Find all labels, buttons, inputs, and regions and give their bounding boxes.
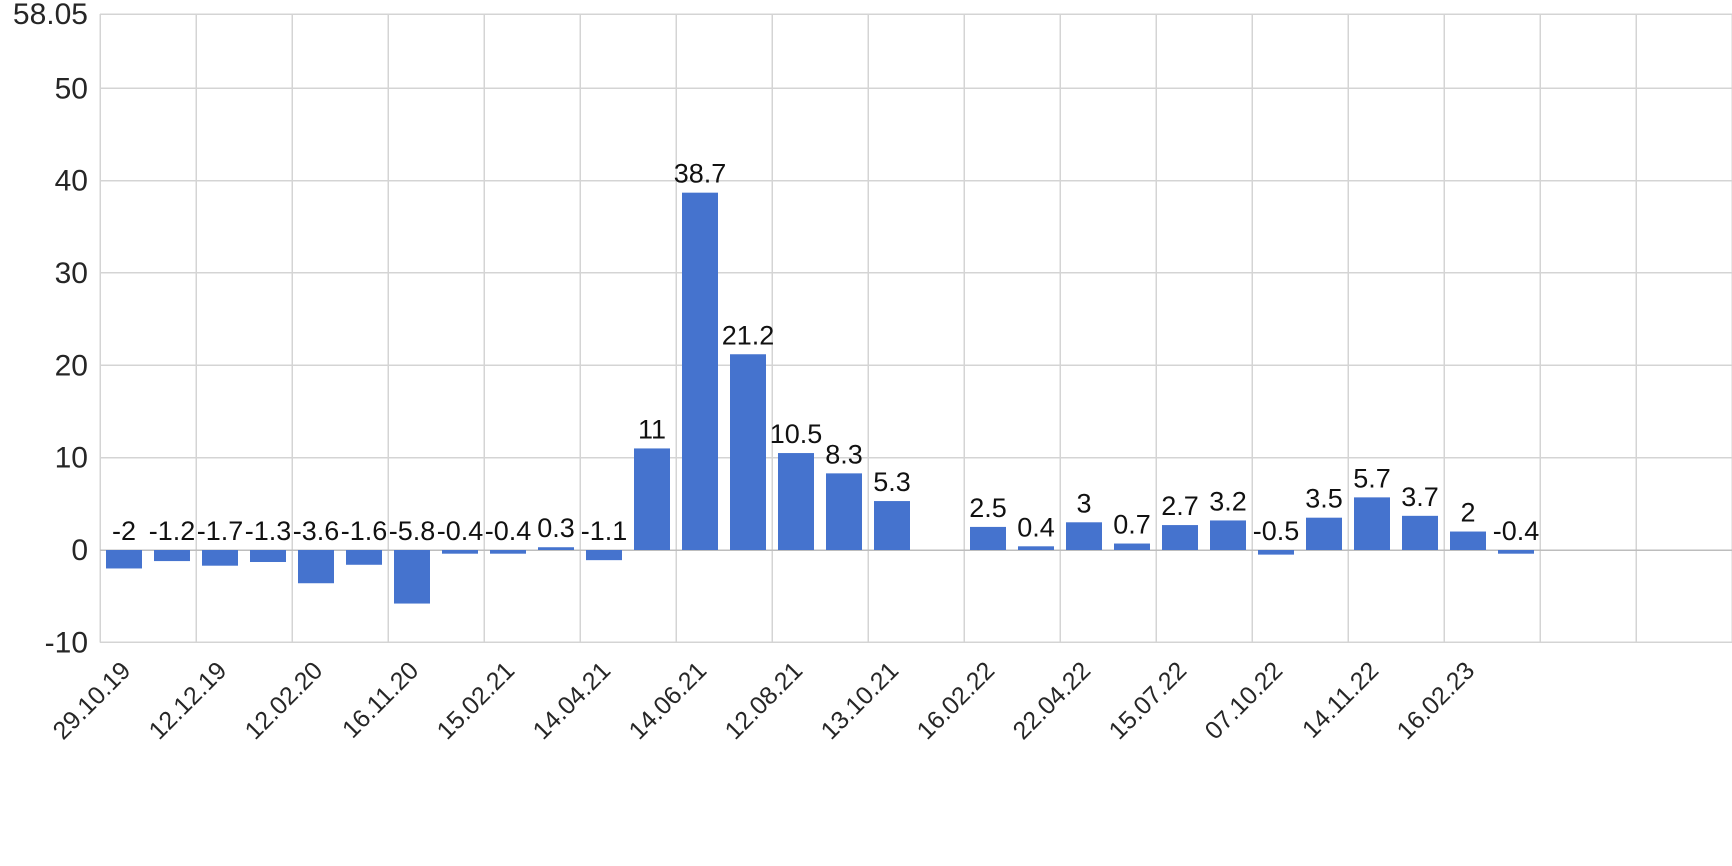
bar-value-label: 0.3 <box>537 513 575 543</box>
bar <box>1498 550 1534 554</box>
bar <box>586 550 622 561</box>
y-axis-tick-label: 50 <box>55 72 88 105</box>
bar <box>1450 531 1486 550</box>
bar <box>682 192 718 550</box>
y-axis-tick-label: 0 <box>71 534 88 567</box>
bar-value-label: 5.3 <box>873 467 911 497</box>
bar <box>346 550 382 565</box>
x-axis-tick-label: 29.10.19 <box>48 656 137 745</box>
bar-value-label: -0.4 <box>437 516 484 546</box>
bar-value-label: -3.6 <box>293 516 340 546</box>
bar-value-label: 2 <box>1460 498 1475 528</box>
bar <box>970 526 1006 550</box>
bar <box>730 354 766 550</box>
bar-value-label: -1.7 <box>197 516 244 546</box>
bar <box>154 550 190 562</box>
x-axis-tick-label: 12.02.20 <box>240 656 329 745</box>
bar <box>298 550 334 584</box>
x-axis-tick-label: 14.06.21 <box>624 656 713 745</box>
bar <box>106 550 142 569</box>
bar-value-label: 38.7 <box>674 159 727 189</box>
x-axis-tick-label: 16.02.23 <box>1392 656 1481 745</box>
bar-value-label: 10.5 <box>770 419 823 449</box>
x-axis-tick-label: 14.11.22 <box>1297 656 1384 743</box>
y-axis-tick-label: 10 <box>55 442 88 475</box>
bar <box>250 550 286 563</box>
y-axis-tick-label: -10 <box>45 626 88 659</box>
bar-value-label: -1.1 <box>581 516 628 546</box>
x-axis-tick-label: 12.12.19 <box>144 656 233 745</box>
bar <box>202 550 238 566</box>
bar <box>1210 520 1246 550</box>
bar-value-label: -0.5 <box>1253 516 1300 546</box>
bar-value-label: -0.4 <box>1493 516 1540 546</box>
bar-value-label: 3.2 <box>1209 486 1247 516</box>
bar <box>1066 522 1102 550</box>
bar <box>538 547 574 550</box>
bar-value-label: 0.4 <box>1017 512 1055 542</box>
bar <box>634 448 670 550</box>
bar-value-label: -0.4 <box>485 516 532 546</box>
y-axis-tick-label: 58.05 <box>13 0 88 31</box>
bar-value-label: 5.7 <box>1353 463 1391 493</box>
bar-value-label: 3.7 <box>1401 482 1439 512</box>
bar-value-label: 3 <box>1076 488 1091 518</box>
x-axis-tick-label: 15.07.22 <box>1104 656 1193 745</box>
x-axis-tick-label: 14.04.21 <box>528 656 617 745</box>
bar <box>1114 543 1150 550</box>
y-axis-tick-label: 40 <box>55 165 88 198</box>
x-axis-tick-label: 15.02.21 <box>432 656 521 745</box>
bar-value-label: 0.7 <box>1113 510 1151 540</box>
bar-value-label: 8.3 <box>825 439 863 469</box>
bar-value-label: -2 <box>112 516 136 546</box>
bar <box>490 550 526 554</box>
bar <box>1258 550 1294 555</box>
bar-value-label: 11 <box>638 414 666 444</box>
bar <box>1162 525 1198 550</box>
y-axis-tick-label: 20 <box>55 349 88 382</box>
bar <box>442 550 478 554</box>
x-axis-tick-label: 13.10.21 <box>816 656 905 745</box>
bar <box>394 550 430 604</box>
bar-value-label: -1.3 <box>245 516 292 546</box>
bar <box>826 473 862 550</box>
bar <box>1354 497 1390 550</box>
bar-value-label: 2.5 <box>969 493 1007 523</box>
bar <box>1306 517 1342 550</box>
bar-value-label: -1.6 <box>341 516 388 546</box>
x-axis-tick-label: 16.02.22 <box>912 656 1001 745</box>
bar-value-label: -1.2 <box>149 516 196 546</box>
bar-value-label: -5.8 <box>389 516 436 546</box>
x-axis-tick-label: 16.11.20 <box>337 656 424 743</box>
bar <box>874 501 910 550</box>
x-axis-tick-label: 12.08.21 <box>720 656 809 745</box>
bar <box>1018 546 1054 550</box>
bar-value-label: 2.7 <box>1161 491 1199 521</box>
bar <box>1402 515 1438 550</box>
bar <box>778 453 814 550</box>
x-axis-tick-label: 07.10.22 <box>1200 656 1289 745</box>
y-axis-tick-label: 30 <box>55 257 88 290</box>
bar-value-label: 3.5 <box>1305 484 1343 514</box>
x-axis-tick-label: 22.04.22 <box>1008 656 1097 745</box>
bar-value-label: 21.2 <box>722 320 775 350</box>
